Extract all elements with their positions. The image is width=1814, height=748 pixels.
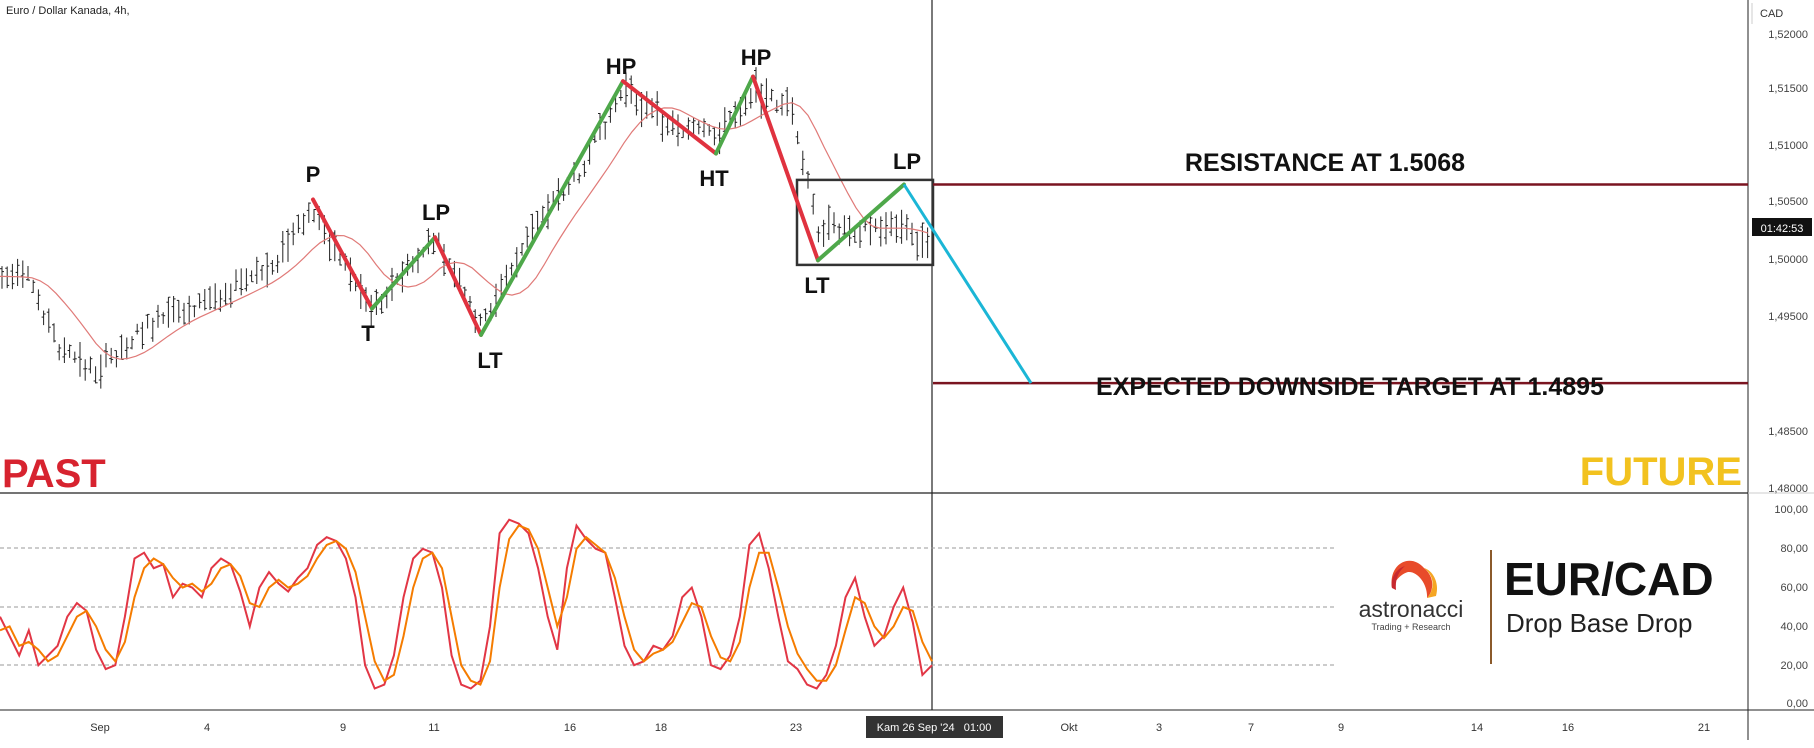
time-tick-label: 21: [1698, 722, 1710, 734]
swing-label-lp: LP: [422, 200, 450, 225]
stochastic-k-line: [0, 518, 933, 690]
projection-line: [902, 183, 1033, 384]
swing-label-p: P: [306, 162, 321, 187]
stochastic-tick-label: 20,00: [1780, 660, 1808, 672]
astronacci-logo-icon: [1391, 560, 1438, 598]
up-leg: [816, 182, 906, 263]
future-label: FUTURE: [1580, 450, 1742, 494]
stochastic-tick-label: 60,00: [1780, 582, 1808, 594]
currency-label: CAD: [1760, 8, 1783, 20]
pair-title: EUR/CAD: [1504, 553, 1714, 605]
stochastic-axis: 100,00 80,00 60,00 40,00 20,00 0,00: [1774, 504, 1808, 710]
price-tick-label: 1,51500: [1768, 83, 1808, 95]
up-leg: [479, 79, 625, 337]
countdown-badge: [1752, 218, 1812, 236]
cursor-time-badge: [866, 716, 1003, 738]
price-tick-label: 1,49500: [1768, 311, 1808, 323]
time-axis: Sep 4 9 11 16 18 23 Okt 3 7 9 14 16 21: [90, 722, 1710, 734]
swing-label-ht: HT: [699, 166, 729, 191]
stochastic-tick-label: 40,00: [1780, 621, 1808, 633]
swing-label-t: T: [361, 321, 375, 346]
price-tick-label: 1,52000: [1768, 29, 1808, 41]
cursor-time-text: Kam 26 Sep '24 01:00: [877, 722, 992, 734]
countdown-text: 01:42:53: [1761, 223, 1804, 235]
time-tick-label: 11: [428, 722, 439, 734]
resistance-label: RESISTANCE AT 1.5068: [1185, 149, 1465, 177]
time-tick-label: 23: [790, 722, 802, 734]
target-label: EXPECTED DOWNSIDE TARGET AT 1.4895: [1096, 373, 1604, 401]
price-tick-label: 1,48500: [1768, 426, 1808, 438]
time-tick-label: 4: [204, 722, 210, 734]
time-tick-label: 9: [340, 722, 346, 734]
time-tick-label: 18: [655, 722, 667, 734]
swing-structure: [311, 74, 906, 337]
stochastic-d-line: [0, 524, 933, 686]
time-tick-label: 3: [1156, 722, 1162, 734]
price-tick-label: 1,51000: [1768, 140, 1808, 152]
base-consolidation-box: [795, 178, 935, 267]
swing-label-lt: LT: [804, 273, 830, 298]
time-tick-label: 16: [1562, 722, 1574, 734]
time-tick-label: 16: [564, 722, 576, 734]
up-leg: [714, 74, 755, 156]
down-leg: [621, 79, 718, 156]
symbol-title: Euro / Dollar Kanada, 4h,: [6, 5, 130, 17]
swing-label-hp: HP: [741, 45, 772, 70]
price-axis: 1,52000 1,51500 1,51000 1,50500 1,50000 1,495…: [1768, 29, 1808, 495]
swing-label-hp: HP: [606, 54, 637, 79]
time-tick-label: 7: [1248, 722, 1254, 734]
swing-label-lt: LT: [477, 348, 503, 373]
price-bars: [0, 67, 930, 389]
moving-average-line: [0, 102, 929, 360]
up-leg: [370, 235, 437, 311]
stochastic-tick-label: 0,00: [1787, 698, 1808, 710]
stochastic-tick-label: 100,00: [1774, 504, 1808, 516]
time-tick-label: Okt: [1060, 722, 1077, 734]
time-tick-label: 14: [1471, 722, 1483, 734]
down-leg: [311, 197, 374, 311]
stochastic-tick-label: 80,00: [1780, 543, 1808, 555]
brand-name: astronacci: [1359, 596, 1464, 622]
swing-label-lp: LP: [893, 149, 921, 174]
past-label: PAST: [2, 452, 106, 496]
down-leg: [433, 235, 483, 337]
setup-name: Drop Base Drop: [1506, 608, 1692, 638]
brand-tagline: Trading + Research: [1372, 622, 1451, 632]
price-tick-label: 1,50500: [1768, 196, 1808, 208]
time-tick-label: Sep: [90, 722, 110, 734]
time-tick-label: 9: [1338, 722, 1344, 734]
price-tick-label: 1,48000: [1768, 483, 1808, 495]
down-leg: [751, 74, 820, 263]
price-tick-label: 1,50000: [1768, 254, 1808, 266]
